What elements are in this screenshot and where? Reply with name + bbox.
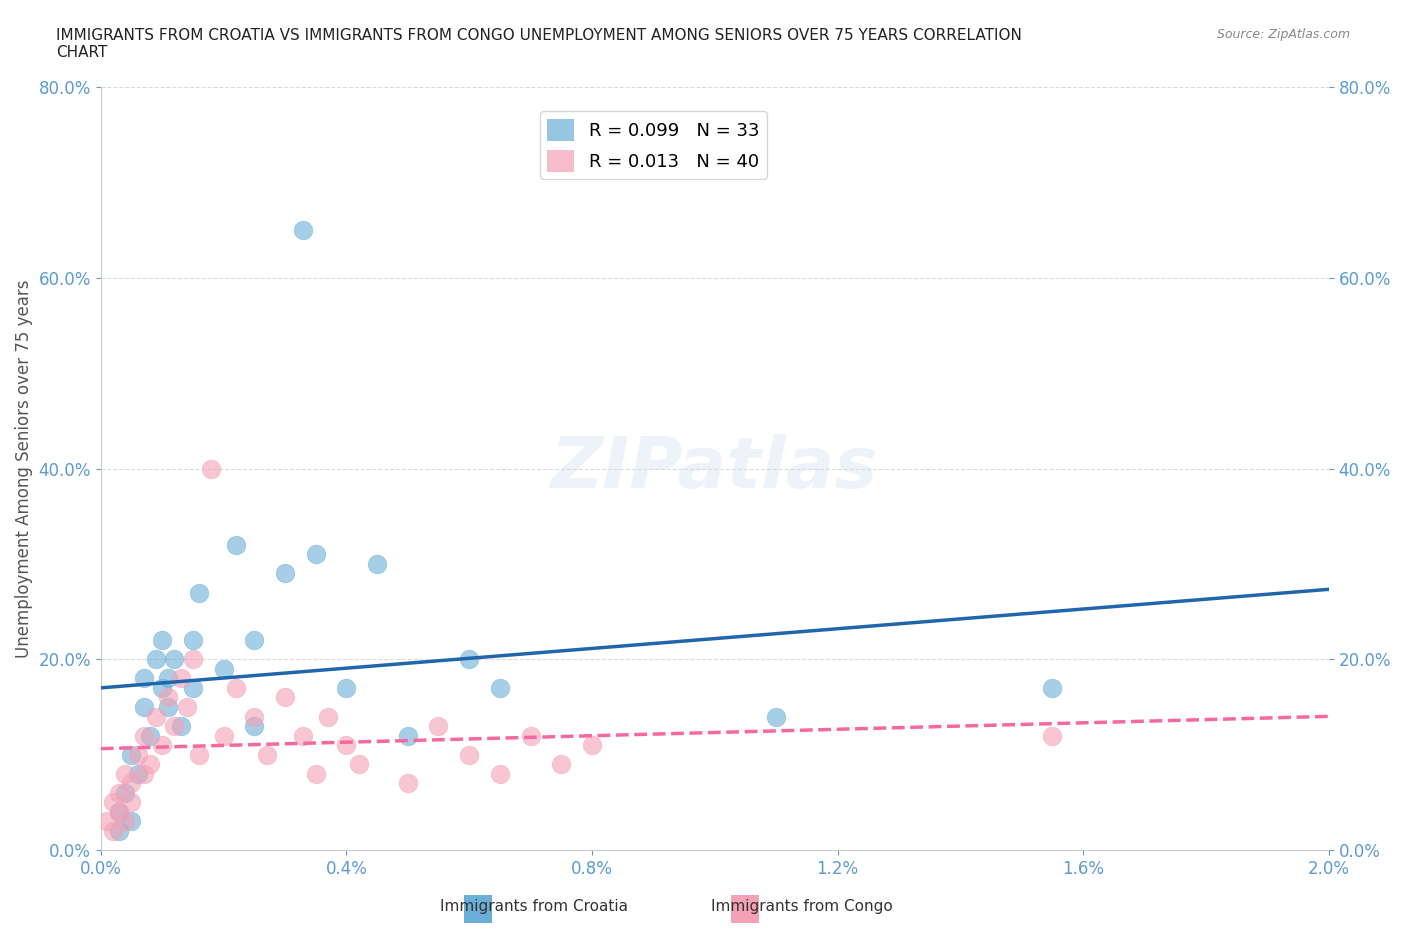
Point bbox=[212, 728, 235, 743]
Point bbox=[145, 652, 167, 667]
Point bbox=[188, 748, 211, 763]
Point bbox=[139, 728, 162, 743]
Legend: R = 0.099   N = 33, R = 0.013   N = 40: R = 0.099 N = 33, R = 0.013 N = 40 bbox=[540, 112, 766, 179]
Point bbox=[101, 824, 124, 839]
Point bbox=[181, 652, 204, 667]
Point bbox=[458, 748, 481, 763]
Point bbox=[335, 681, 357, 696]
Point bbox=[121, 795, 143, 810]
Point bbox=[108, 804, 131, 819]
Point bbox=[114, 766, 136, 781]
Text: IMMIGRANTS FROM CROATIA VS IMMIGRANTS FROM CONGO UNEMPLOYMENT AMONG SENIORS OVER: IMMIGRANTS FROM CROATIA VS IMMIGRANTS FR… bbox=[56, 28, 1022, 60]
Text: ZIPatlas: ZIPatlas bbox=[551, 434, 879, 503]
Point bbox=[519, 728, 541, 743]
Point bbox=[1042, 728, 1064, 743]
Point bbox=[256, 748, 278, 763]
Point bbox=[132, 766, 155, 781]
Point bbox=[243, 709, 266, 724]
Point bbox=[243, 719, 266, 734]
Point bbox=[108, 804, 131, 819]
Point bbox=[274, 566, 297, 581]
Point bbox=[108, 824, 131, 839]
Point bbox=[121, 814, 143, 829]
Text: Immigrants from Croatia: Immigrants from Croatia bbox=[440, 899, 628, 914]
Point bbox=[396, 728, 419, 743]
Point bbox=[127, 748, 149, 763]
Point bbox=[305, 547, 328, 562]
Point bbox=[132, 699, 155, 714]
Point bbox=[176, 699, 198, 714]
Point bbox=[292, 222, 315, 237]
Y-axis label: Unemployment Among Seniors over 75 years: Unemployment Among Seniors over 75 years bbox=[15, 279, 32, 658]
Point bbox=[396, 776, 419, 790]
Point bbox=[132, 728, 155, 743]
Point bbox=[188, 585, 211, 600]
Point bbox=[181, 632, 204, 647]
Text: Source: ZipAtlas.com: Source: ZipAtlas.com bbox=[1216, 28, 1350, 41]
Point bbox=[96, 814, 118, 829]
Point bbox=[489, 766, 512, 781]
Point bbox=[163, 652, 186, 667]
Point bbox=[316, 709, 339, 724]
Point bbox=[366, 556, 388, 571]
Point bbox=[150, 632, 173, 647]
Point bbox=[274, 690, 297, 705]
Point bbox=[114, 814, 136, 829]
Point bbox=[163, 719, 186, 734]
Point bbox=[550, 757, 572, 772]
Point bbox=[765, 709, 787, 724]
Point bbox=[150, 737, 173, 752]
Point bbox=[225, 538, 247, 552]
Point bbox=[581, 737, 603, 752]
Point bbox=[458, 652, 481, 667]
Point bbox=[169, 671, 191, 685]
Point bbox=[127, 766, 149, 781]
Point bbox=[335, 737, 357, 752]
Point bbox=[132, 671, 155, 685]
Point bbox=[1042, 681, 1064, 696]
Point bbox=[169, 719, 191, 734]
Point bbox=[292, 728, 315, 743]
Point bbox=[225, 681, 247, 696]
Point bbox=[114, 786, 136, 801]
Point bbox=[139, 757, 162, 772]
Point bbox=[157, 690, 180, 705]
Point bbox=[427, 719, 450, 734]
Point bbox=[108, 786, 131, 801]
Point bbox=[305, 766, 328, 781]
Point bbox=[121, 776, 143, 790]
Point bbox=[489, 681, 512, 696]
Point bbox=[212, 661, 235, 676]
Point bbox=[157, 671, 180, 685]
Point bbox=[181, 681, 204, 696]
Point bbox=[150, 681, 173, 696]
Point bbox=[347, 757, 370, 772]
Point bbox=[145, 709, 167, 724]
Point bbox=[243, 632, 266, 647]
Point bbox=[121, 748, 143, 763]
Text: Immigrants from Congo: Immigrants from Congo bbox=[710, 899, 893, 914]
Point bbox=[101, 795, 124, 810]
Point bbox=[157, 699, 180, 714]
Point bbox=[200, 461, 222, 476]
